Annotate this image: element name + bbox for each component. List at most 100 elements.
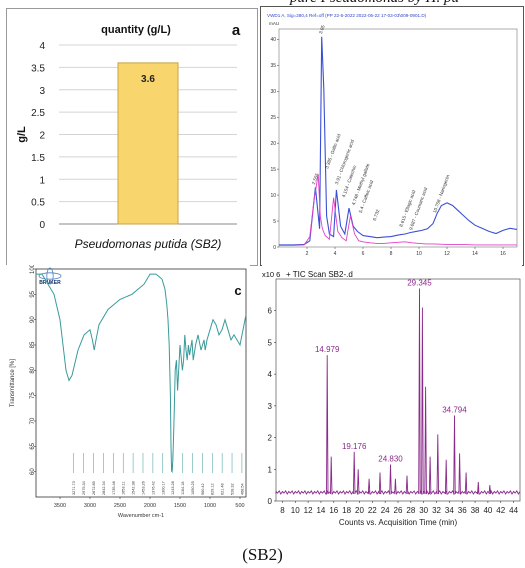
- ftir-spectrum: 60 65 70 75 80 85 90 95 100 3500 3000 2500 2000 1500 1…: [10, 263, 247, 519]
- peak-label: 29.345: [407, 279, 432, 288]
- x-tick-label: 12: [444, 251, 450, 257]
- peak-label: 621.48: [221, 483, 225, 495]
- y-tick-label: 2: [39, 131, 45, 142]
- x-tick-label: 10: [416, 251, 422, 257]
- y-tick-label: 25: [270, 115, 276, 121]
- x-tick-label: 6: [362, 251, 365, 257]
- bruker-logo-orbit: [46, 267, 54, 285]
- ftir-trace: [36, 273, 247, 472]
- y-tick-label: 60: [30, 468, 36, 475]
- peak-annotation: 2.555: [311, 172, 320, 185]
- y-tick-label: 0: [268, 497, 273, 506]
- y-unit-label: mAU: [269, 21, 279, 26]
- y-tick-label: 5: [273, 219, 276, 225]
- chart-title: + TIC Scan SB2-.d: [286, 270, 353, 279]
- bruker-logo-orbit: [38, 272, 62, 280]
- x-tick-label: 26: [394, 506, 403, 515]
- x-tick-label: 32: [432, 506, 441, 515]
- y-tick-label: 95: [30, 290, 36, 297]
- bar-chart-panel: 0 0.5 1 1.5 2 2.5 3 3.5 4 3.6 quantity (g/L) a g/L Ps…: [6, 8, 258, 266]
- peak-annotation: 6.732: [372, 208, 381, 221]
- x-tick-label: 1500: [174, 503, 186, 509]
- y-tick-label: 0: [39, 220, 45, 231]
- y-axis-label: Transmittance [%]: [10, 359, 16, 407]
- y-tick-label: 0.5: [31, 198, 45, 209]
- plot-frame: [35, 268, 247, 498]
- x-tick-label: 36: [458, 506, 467, 515]
- peak-label: 1735.48: [112, 481, 116, 495]
- plot-frame: [278, 28, 518, 248]
- x-tick-label: 24: [381, 506, 390, 515]
- category-label: Pseudomonas putida (SB2): [75, 237, 222, 251]
- x-tick-label: 10: [291, 506, 300, 515]
- x-tick-label: 8: [390, 251, 393, 257]
- y-tick-label: 3: [39, 86, 45, 97]
- y-tick-label: 3: [268, 402, 273, 411]
- x-tick-label: 16: [329, 506, 338, 515]
- gcms-tic-panel: x10 6 + TIC Scan SB2-.d 0 1 2 3 4 5 6 8 10 12 14 16 18…: [262, 265, 522, 543]
- peak-label: 3271.73: [72, 481, 76, 495]
- x-tick-label: 12: [304, 506, 313, 515]
- y-axis-label: g/L: [16, 126, 28, 143]
- y-tick-label: 3.5: [31, 63, 45, 74]
- hplc-chromatogram-panel: VWD1 A, Sig=280,4 Ref=off (PP 22-5-2022 …: [260, 6, 524, 266]
- x-axis-label: Counts vs. Acquisition Time (min): [339, 518, 458, 527]
- x-tick-label: 28: [406, 506, 415, 515]
- y-tick-label: 35: [270, 63, 276, 69]
- x-tick-label: 2500: [114, 503, 126, 509]
- panel-letter: c: [234, 283, 241, 298]
- peak-label: 19.176: [342, 442, 367, 451]
- y-multiplier: x10 6: [262, 270, 280, 279]
- peak-label: 2872.85: [92, 481, 96, 495]
- y-tick-label: 1: [268, 465, 273, 474]
- peak-label: 1050.25: [191, 481, 195, 495]
- y-tick-label: 1.5: [31, 153, 45, 164]
- peak-label: 2842.34: [102, 481, 106, 495]
- y-tick-label: 5: [268, 338, 273, 347]
- x-tick-label: 2: [306, 251, 309, 257]
- y-tick-label: 2.5: [31, 108, 45, 119]
- plot-frame: [275, 278, 521, 502]
- bar-chart: 0 0.5 1 1.5 2 2.5 3 3.5 4 3.6 quantity (g/L) a g/L Ps…: [16, 22, 241, 251]
- x-tick-label: 38: [471, 506, 480, 515]
- peak-annotation: 3.05: [318, 24, 326, 35]
- peak-label: 2975.34: [82, 481, 86, 495]
- peak-label: 468.54: [240, 483, 244, 495]
- x-tick-label: 4: [334, 251, 337, 257]
- y-tick-label: 85: [30, 341, 36, 348]
- y-tick-label: 1: [39, 175, 45, 186]
- figure-caption: (SB2): [242, 545, 283, 564]
- peak-label: 24.830: [378, 455, 403, 464]
- x-tick-label: 16: [500, 251, 506, 257]
- x-tick-label: 34: [445, 506, 454, 515]
- cropped-top-text: pure Pseudomonas by H. pu: [0, 0, 525, 6]
- peak-label: 1453.26: [141, 481, 145, 495]
- x-tick-label: 14: [472, 251, 478, 257]
- tic-trace: [275, 288, 521, 496]
- y-tick-label: 20: [270, 141, 276, 147]
- y-tick-label: 2: [268, 434, 273, 443]
- y-tick-label: 100: [30, 265, 36, 274]
- bruker-logo: BRUKER: [39, 280, 61, 286]
- x-tick-label: 22: [368, 506, 377, 515]
- peak-annotation: 3.385 - Gallic acid: [324, 133, 341, 170]
- bar: [117, 62, 179, 225]
- x-tick-label: 30: [419, 506, 428, 515]
- x-tick-label: 42: [496, 506, 505, 515]
- peak-label: 1653.11: [122, 482, 126, 495]
- x-tick-label: 18: [342, 506, 351, 515]
- peak-label: 960.42: [201, 483, 205, 495]
- x-tick-label: 20: [355, 506, 364, 515]
- x-tick-label: 1000: [204, 503, 216, 509]
- x-tick-label: 500: [235, 503, 244, 509]
- y-tick-label: 75: [30, 392, 36, 399]
- ftir-spectrum-panel: 60 65 70 75 80 85 90 95 100 3500 3000 2500 2000 1500 1…: [6, 263, 250, 543]
- x-tick-label: 3000: [84, 503, 96, 509]
- peak-label: 1300.17: [161, 481, 165, 495]
- peak-label: 1542.38: [132, 481, 136, 495]
- peak-label: 14.979: [315, 345, 340, 354]
- peak-label: 1243.28: [171, 481, 175, 495]
- hplc-chromatogram: VWD1 A, Sig=280,4 Ref=off (PP 22-5-2022 …: [267, 13, 518, 257]
- x-tick-label: 44: [509, 506, 518, 515]
